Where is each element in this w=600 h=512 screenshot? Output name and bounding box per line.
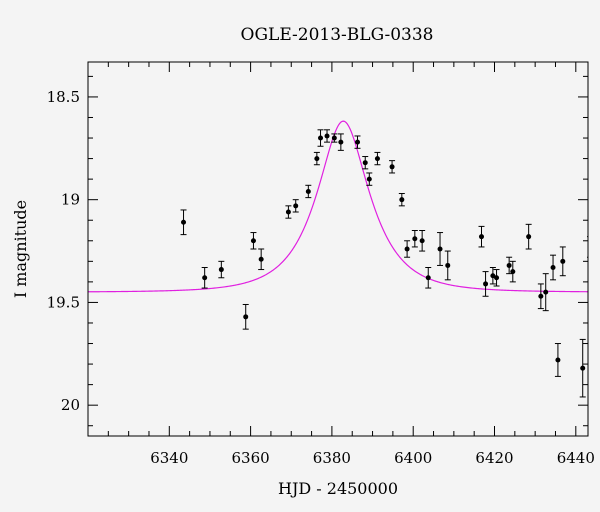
x-tick-label: 6380 bbox=[313, 449, 351, 467]
data-point bbox=[354, 135, 361, 149]
data-marker bbox=[404, 246, 410, 252]
data-point bbox=[258, 248, 265, 271]
data-point bbox=[201, 266, 208, 289]
data-point bbox=[285, 205, 292, 219]
data-point bbox=[437, 232, 444, 266]
data-marker bbox=[412, 236, 418, 242]
data-point bbox=[493, 269, 500, 287]
y-tick-label: 19.5 bbox=[47, 293, 80, 311]
data-marker bbox=[437, 246, 443, 252]
data-marker bbox=[250, 238, 256, 244]
data-point bbox=[242, 303, 249, 330]
data-point bbox=[482, 271, 489, 297]
data-marker bbox=[419, 238, 425, 244]
data-marker bbox=[293, 203, 299, 209]
data-point bbox=[374, 151, 381, 166]
data-point bbox=[337, 133, 344, 151]
data-marker bbox=[550, 264, 556, 270]
data-marker bbox=[338, 139, 344, 145]
data-marker bbox=[366, 176, 372, 182]
data-marker bbox=[362, 160, 368, 166]
data-marker bbox=[494, 275, 500, 281]
data-marker bbox=[331, 135, 337, 141]
data-point bbox=[489, 266, 496, 285]
x-axis-label: HJD - 2450000 bbox=[278, 479, 398, 498]
x-tick-label: 6420 bbox=[475, 449, 513, 467]
data-point bbox=[305, 184, 312, 199]
data-point bbox=[525, 223, 532, 250]
data-point bbox=[389, 160, 396, 174]
data-point bbox=[398, 193, 405, 207]
data-point bbox=[250, 232, 257, 250]
data-point bbox=[579, 338, 586, 398]
data-marker bbox=[526, 234, 532, 240]
data-marker bbox=[314, 156, 320, 162]
data-point bbox=[509, 260, 516, 283]
data-marker bbox=[181, 219, 187, 225]
data-marker bbox=[580, 365, 586, 371]
data-marker bbox=[324, 133, 330, 139]
data-marker bbox=[243, 314, 249, 320]
data-point bbox=[411, 230, 418, 248]
data-point bbox=[559, 246, 566, 277]
data-point bbox=[292, 199, 299, 213]
data-point bbox=[317, 129, 324, 147]
data-marker bbox=[318, 135, 324, 141]
y-tick-label: 20 bbox=[61, 396, 80, 414]
data-marker bbox=[490, 273, 496, 279]
x-tick-label: 6340 bbox=[150, 449, 188, 467]
data-marker bbox=[218, 267, 224, 273]
y-tick-label: 18.5 bbox=[47, 88, 80, 106]
data-point bbox=[331, 133, 338, 143]
model-curve bbox=[88, 120, 588, 293]
data-point bbox=[506, 256, 513, 275]
chart-title: OGLE-2013-BLG-0338 bbox=[241, 25, 434, 45]
data-marker bbox=[425, 275, 431, 281]
data-marker bbox=[202, 275, 208, 281]
data-marker bbox=[445, 262, 451, 268]
y-axis-label: I magnitude bbox=[11, 200, 30, 298]
data-marker bbox=[506, 262, 512, 268]
data-marker bbox=[285, 209, 291, 215]
data-point bbox=[404, 240, 411, 258]
data-point bbox=[324, 129, 331, 143]
x-tick-label: 6400 bbox=[394, 449, 432, 467]
data-marker bbox=[483, 281, 489, 287]
plot-frame bbox=[87, 61, 589, 437]
data-marker bbox=[389, 164, 395, 170]
x-tick-label: 6440 bbox=[557, 449, 595, 467]
data-marker bbox=[538, 293, 544, 299]
data-point bbox=[537, 283, 544, 310]
data-marker bbox=[355, 139, 361, 145]
data-marker bbox=[510, 269, 516, 275]
x-tick-label: 6360 bbox=[232, 449, 270, 467]
data-marker bbox=[399, 197, 405, 203]
data-marker bbox=[555, 357, 561, 363]
data-point bbox=[425, 266, 432, 289]
data-point bbox=[478, 225, 485, 248]
data-point bbox=[444, 250, 451, 281]
data-marker bbox=[374, 156, 380, 162]
data-marker bbox=[543, 289, 549, 295]
data-point bbox=[313, 151, 320, 166]
data-point bbox=[362, 156, 369, 170]
data-point bbox=[550, 254, 557, 281]
data-point bbox=[366, 172, 373, 186]
y-tick-label: 19 bbox=[61, 191, 80, 209]
data-marker bbox=[258, 256, 264, 262]
data-point bbox=[419, 230, 426, 252]
data-point bbox=[180, 209, 187, 236]
data-point bbox=[542, 273, 549, 312]
data-marker bbox=[305, 188, 311, 194]
data-point bbox=[554, 343, 561, 377]
data-marker bbox=[560, 258, 566, 264]
data-point bbox=[218, 260, 225, 279]
data-marker bbox=[478, 234, 484, 240]
